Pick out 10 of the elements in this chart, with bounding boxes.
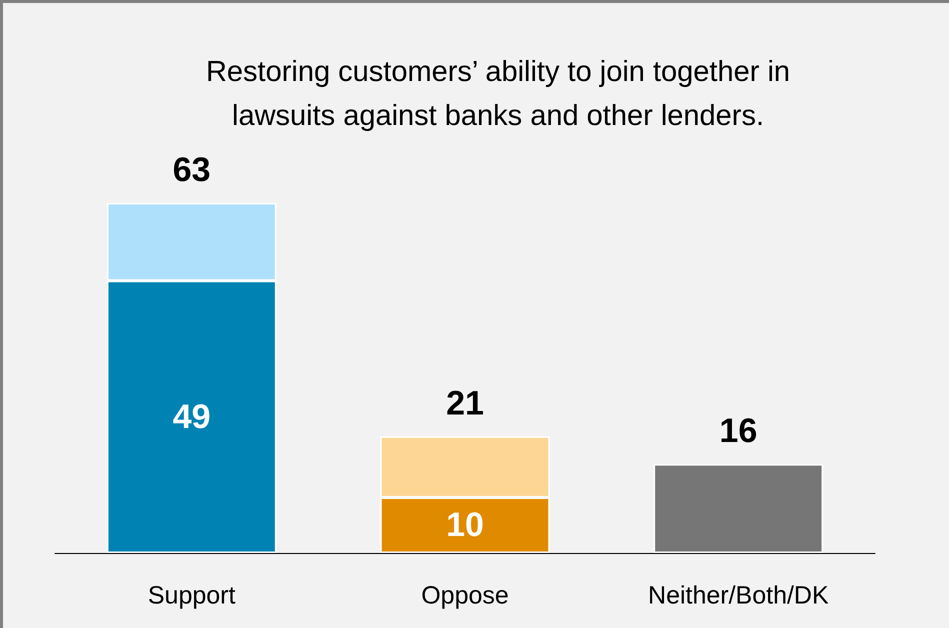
total-label: 16 xyxy=(719,412,758,450)
data-label: 10 xyxy=(446,506,484,544)
x-tick-label: Oppose xyxy=(421,582,509,610)
total-label: 63 xyxy=(172,151,211,189)
chart-title: Restoring customers’ ability to join together in lawsuits against banks and other lenders. xyxy=(206,56,790,132)
x-tick-label: Support xyxy=(148,582,236,610)
bar xyxy=(654,464,824,553)
data-label: 49 xyxy=(172,398,211,436)
total-label: 21 xyxy=(446,384,484,422)
x-tick-label: Neither/Both/DK xyxy=(648,582,829,610)
